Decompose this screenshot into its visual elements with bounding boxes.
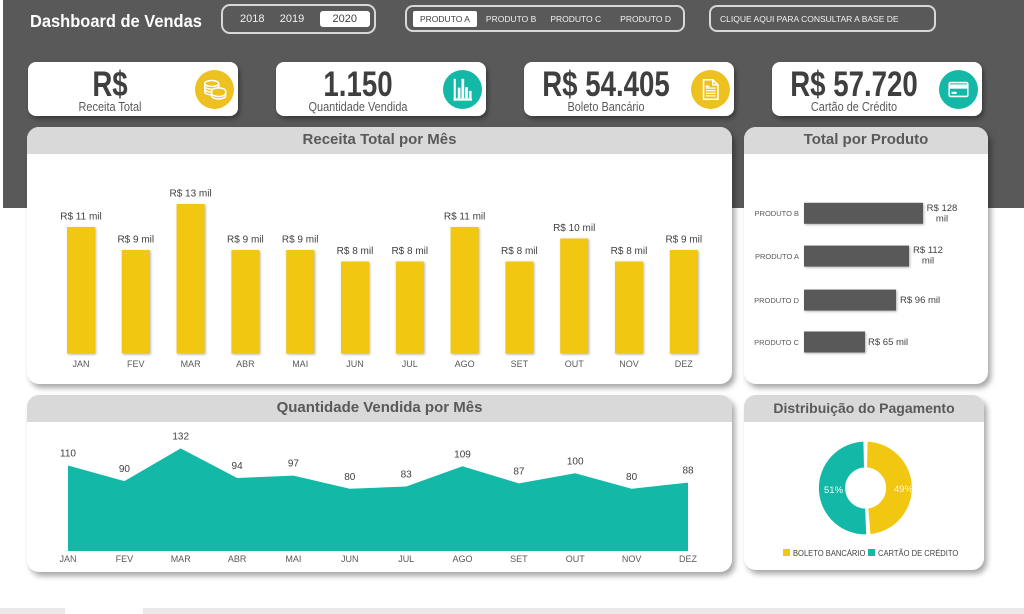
svg-text:PRODUTO B: PRODUTO B bbox=[755, 209, 799, 218]
svg-text:BOLETO BANCÁRIO: BOLETO BANCÁRIO bbox=[793, 549, 865, 558]
svg-text:94: 94 bbox=[232, 461, 244, 472]
svg-text:R$ 112: R$ 112 bbox=[913, 245, 943, 256]
svg-text:97: 97 bbox=[288, 459, 300, 470]
svg-text:JUL: JUL bbox=[398, 554, 414, 564]
svg-text:JUN: JUN bbox=[341, 554, 359, 564]
svg-text:mil: mil bbox=[936, 214, 948, 225]
svg-text:R$ 9 mil: R$ 9 mil bbox=[282, 235, 319, 246]
svg-text:NOV: NOV bbox=[622, 554, 642, 564]
svg-text:R$ 8 mil: R$ 8 mil bbox=[391, 246, 428, 257]
svg-text:MAR: MAR bbox=[181, 359, 202, 369]
svg-text:JUN: JUN bbox=[346, 359, 364, 369]
svg-text:110: 110 bbox=[60, 449, 76, 460]
svg-text:R$ 11 mil: R$ 11 mil bbox=[60, 212, 102, 223]
svg-text:87: 87 bbox=[513, 466, 525, 477]
svg-text:CARTÃO DE CRÉDITO: CARTÃO DE CRÉDITO bbox=[878, 549, 958, 558]
svg-text:PRODUTO A: PRODUTO A bbox=[755, 252, 799, 261]
svg-text:R$ 8 mil: R$ 8 mil bbox=[611, 246, 648, 257]
svg-text:R$ 9 mil: R$ 9 mil bbox=[665, 235, 702, 246]
svg-text:MAI: MAI bbox=[292, 359, 308, 369]
svg-text:R$ 128: R$ 128 bbox=[927, 203, 958, 214]
svg-text:R$ 11 mil: R$ 11 mil bbox=[444, 212, 486, 223]
svg-text:R$ 96 mil: R$ 96 mil bbox=[900, 295, 940, 306]
svg-text:SET: SET bbox=[511, 359, 529, 369]
svg-text:MAI: MAI bbox=[285, 554, 301, 564]
svg-text:AGO: AGO bbox=[455, 359, 475, 369]
svg-text:132: 132 bbox=[172, 431, 189, 442]
svg-text:R$ 9 mil: R$ 9 mil bbox=[227, 235, 264, 246]
svg-text:AGO: AGO bbox=[452, 554, 472, 564]
svg-text:DEZ: DEZ bbox=[675, 359, 694, 369]
svg-text:JAN: JAN bbox=[72, 359, 89, 369]
svg-text:90: 90 bbox=[119, 464, 131, 475]
svg-text:R$ 10 mil: R$ 10 mil bbox=[553, 223, 595, 234]
svg-text:R$ 65 mil: R$ 65 mil bbox=[868, 337, 908, 348]
svg-text:R$ 9 mil: R$ 9 mil bbox=[117, 235, 154, 246]
svg-text:80: 80 bbox=[626, 472, 638, 483]
svg-text:ABR: ABR bbox=[228, 554, 247, 564]
svg-text:JAN: JAN bbox=[59, 554, 76, 564]
svg-text:80: 80 bbox=[344, 472, 356, 483]
svg-text:JUL: JUL bbox=[402, 359, 418, 369]
svg-text:R$ 8 mil: R$ 8 mil bbox=[337, 246, 374, 257]
svg-text:49%: 49% bbox=[894, 484, 914, 495]
svg-text:OUT: OUT bbox=[566, 554, 586, 564]
svg-text:109: 109 bbox=[454, 449, 471, 460]
svg-text:88: 88 bbox=[682, 466, 694, 477]
svg-text:PRODUTO D: PRODUTO D bbox=[754, 296, 799, 305]
svg-text:OUT: OUT bbox=[565, 359, 585, 369]
svg-text:R$ 8 mil: R$ 8 mil bbox=[501, 246, 538, 257]
svg-text:mil: mil bbox=[922, 256, 934, 267]
svg-text:DEZ: DEZ bbox=[679, 554, 698, 564]
svg-text:ABR: ABR bbox=[236, 359, 255, 369]
svg-text:FEV: FEV bbox=[127, 359, 145, 369]
svg-text:100: 100 bbox=[567, 456, 584, 467]
svg-text:PRODUTO C: PRODUTO C bbox=[754, 338, 799, 347]
svg-text:83: 83 bbox=[401, 470, 413, 481]
svg-text:FEV: FEV bbox=[116, 554, 134, 564]
svg-text:SET: SET bbox=[510, 554, 528, 564]
svg-text:NOV: NOV bbox=[619, 359, 639, 369]
svg-text:51%: 51% bbox=[824, 485, 844, 496]
svg-text:R$ 13 mil: R$ 13 mil bbox=[169, 189, 211, 200]
svg-text:MAR: MAR bbox=[171, 554, 192, 564]
